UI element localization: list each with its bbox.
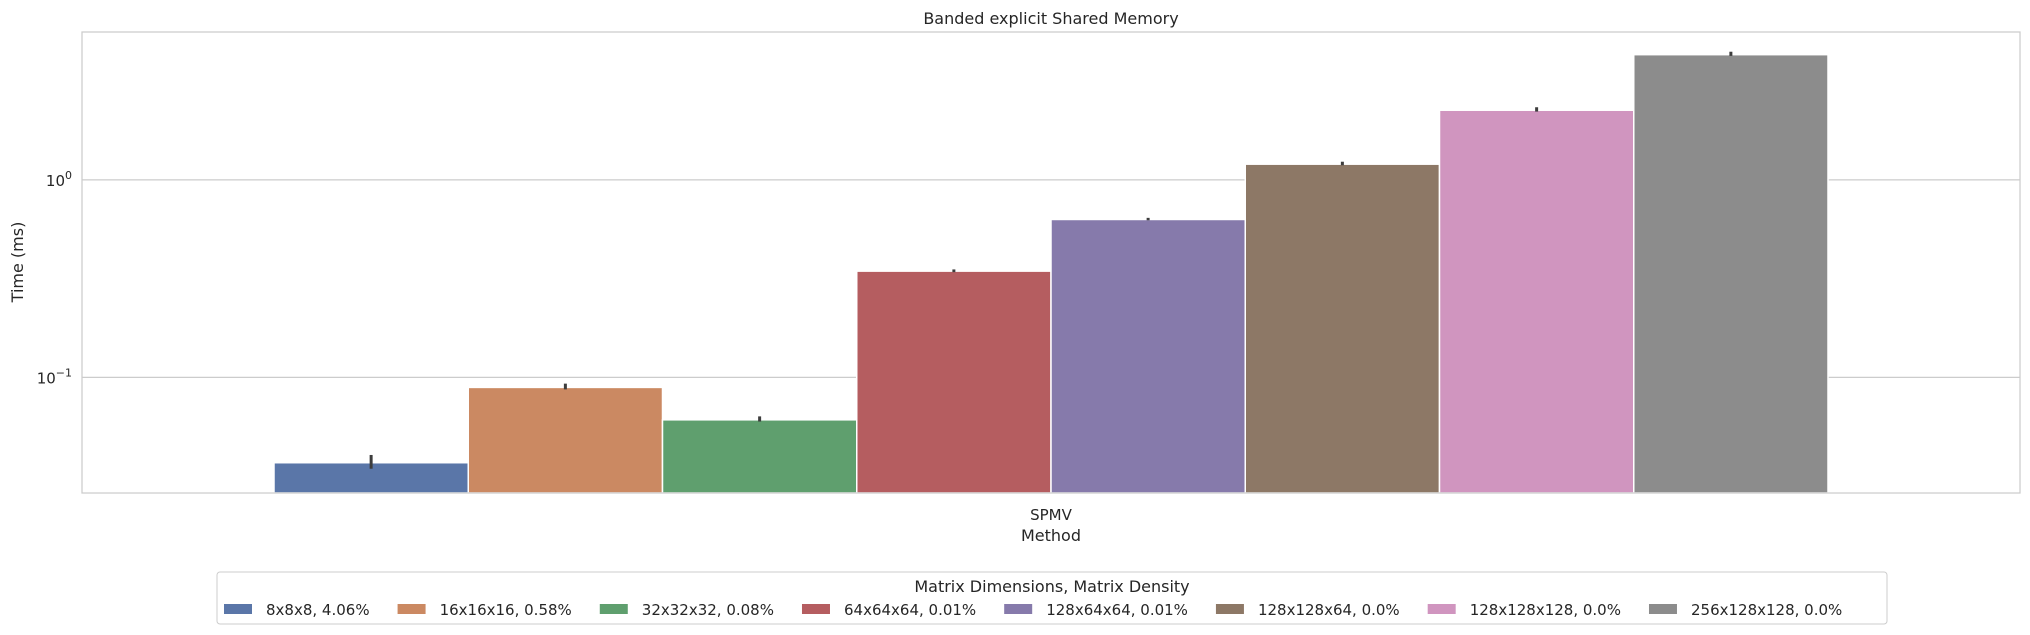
legend-swatch-1 [397,604,426,614]
y-tick-label-0: 10−1 [37,366,72,387]
y-axis-label: Time (ms) [8,222,27,304]
y-tick-label-1: 100 [46,169,72,190]
chart-title: Banded explicit Shared Memory [923,9,1178,28]
legend-swatch-2 [599,604,628,614]
legend-title: Matrix Dimensions, Matrix Density [914,577,1189,596]
plot-frame [81,31,2021,494]
bar-5 [1244,163,1441,494]
legend-swatch-4 [1004,604,1033,614]
legend-items: 8x8x8, 4.06% 16x16x16, 0.58% 32x32x32, 0.0… [224,601,1842,619]
legend-swatch-5 [1215,604,1244,614]
legend: Matrix Dimensions, Matrix Density 8x8x8,… [216,571,1888,625]
legend-label-6: 128x128x128, 0.0% [1470,601,1621,619]
bars [273,53,1829,494]
bar-6 [1438,109,1635,494]
y-ticks: 10−1 100 [37,169,72,388]
legend-label-3: 64x64x64, 0.01% [844,601,976,619]
legend-label-2: 32x32x32, 0.08% [642,601,774,619]
legend-label-7: 256x128x128, 0.0% [1691,601,1842,619]
bar-3 [856,270,1052,494]
x-axis-label: Method [1021,526,1081,545]
x-tick-label-spmv: SPMV [1030,506,1073,524]
error-bars [369,51,1733,469]
legend-frame [216,571,1888,625]
bar-2 [661,419,858,494]
legend-swatch-7 [1648,604,1677,614]
legend-swatch-3 [801,604,830,614]
bar-4 [1050,218,1246,494]
bar-1 [467,386,664,494]
legend-label-5: 128x128x64, 0.0% [1258,601,1400,619]
legend-swatch-0 [224,604,252,614]
legend-label-4: 128x64x64, 0.01% [1046,601,1188,619]
legend-swatch-6 [1427,604,1456,614]
bar-7 [1633,53,1829,494]
legend-label-1: 16x16x16, 0.58% [440,601,572,619]
legend-label-0: 8x8x8, 4.06% [266,601,370,619]
